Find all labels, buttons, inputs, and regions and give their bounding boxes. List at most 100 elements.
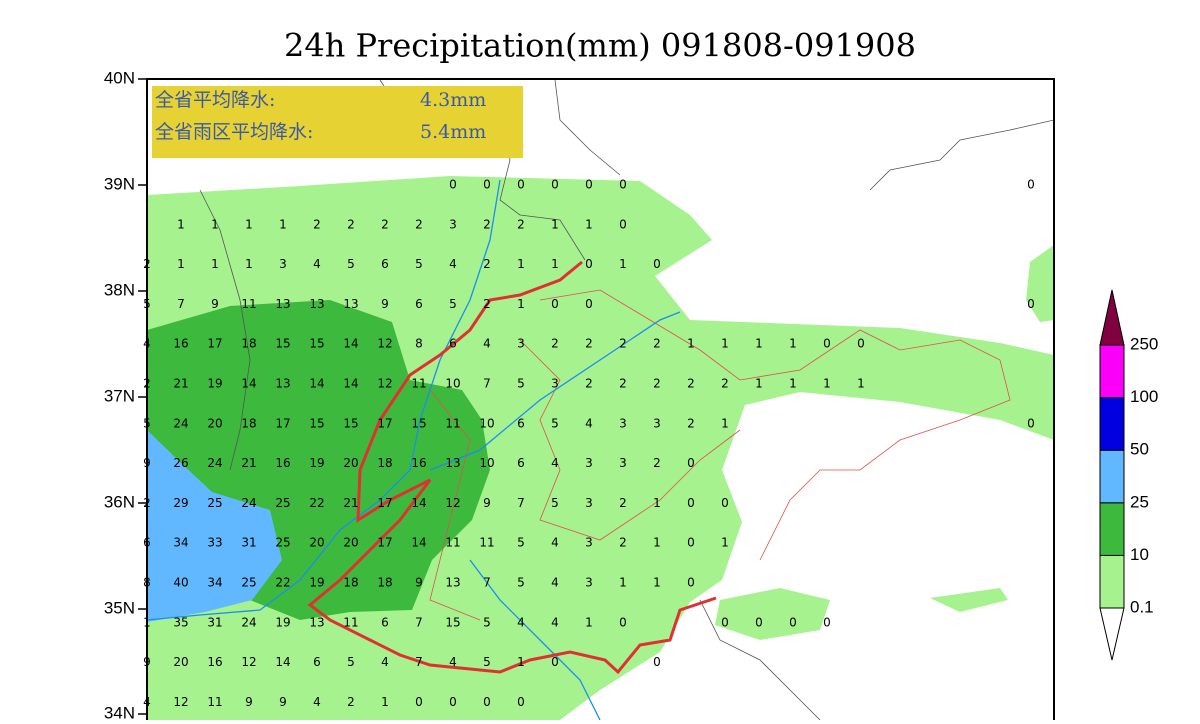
grid-value: 20 [343, 456, 358, 470]
grid-value: 12 [173, 695, 188, 709]
grid-value: 17 [377, 536, 392, 550]
grid-value: 0 [823, 615, 831, 629]
grid-value: 1 [143, 615, 151, 629]
grid-value: 1 [585, 615, 593, 629]
grid-value: 0 [687, 456, 695, 470]
grid-value: 4 [517, 615, 525, 629]
grid-value: 4 [551, 576, 559, 590]
grid-value: 4 [551, 536, 559, 550]
grid-value: 0 [653, 655, 661, 669]
grid-value: 22 [275, 576, 290, 590]
grid-value: 34 [173, 536, 188, 550]
grid-value: 1 [551, 217, 559, 231]
grid-value: 6 [449, 337, 457, 351]
grid-value: 3 [551, 377, 559, 391]
grid-value: 0 [823, 337, 831, 351]
grid-value: 0 [687, 536, 695, 550]
grid-value: 5 [449, 297, 457, 311]
grid-value: 8 [143, 576, 151, 590]
grid-value: 13 [445, 576, 460, 590]
grid-value: 4 [449, 257, 457, 271]
grid-value: 1 [755, 337, 763, 351]
grid-value: 24 [173, 416, 188, 430]
grid-value: 13 [275, 297, 290, 311]
grid-value: 6 [381, 257, 389, 271]
grid-value: 3 [585, 536, 593, 550]
grid-value: 0 [789, 615, 797, 629]
grid-value: 18 [343, 576, 358, 590]
map-title: 24h Precipitation(mm) 091808-091908 [284, 27, 916, 65]
grid-value: 1 [789, 377, 797, 391]
grid-value: 1 [721, 337, 729, 351]
grid-value: 24 [241, 615, 256, 629]
grid-value: 2 [619, 337, 627, 351]
colorbar-swatch [1099, 397, 1125, 451]
province-lines [429, 289, 1011, 621]
grid-value: 0 [755, 615, 763, 629]
grid-value: 5 [551, 496, 559, 510]
grid-value: 1 [721, 536, 729, 550]
grid-value: 4 [551, 456, 559, 470]
grid-value: 18 [241, 337, 256, 351]
grid-value: 16 [173, 337, 188, 351]
grid-value: 11 [411, 377, 426, 391]
grid-value: 6 [143, 536, 151, 550]
grid-value: 2 [143, 257, 151, 271]
grid-value: 1 [721, 416, 729, 430]
grid-value: 7 [415, 615, 423, 629]
grid-value: 18 [241, 416, 256, 430]
grid-value: 15 [411, 416, 426, 430]
colorbar-swatch [1099, 344, 1125, 399]
rain-area-light [1026, 245, 1054, 322]
grid-value: 4 [381, 655, 389, 669]
lat-label: 36N [104, 492, 135, 511]
colorbar-label: 250 [1130, 334, 1158, 353]
grid-value: 5 [551, 416, 559, 430]
grid-value: 1 [755, 377, 763, 391]
grid-value: 5 [483, 655, 491, 669]
grid-value: 17 [207, 337, 222, 351]
grid-value: 14 [275, 655, 290, 669]
grid-value: 8 [415, 337, 423, 351]
grid-value: 5 [517, 377, 525, 391]
grid-value: 20 [309, 536, 324, 550]
colorbar-swatch [1099, 449, 1125, 504]
grid-value: 0 [483, 178, 491, 192]
grid-value: 35 [173, 615, 188, 629]
grid-value: 2 [585, 337, 593, 351]
grid-value: 26 [173, 456, 188, 470]
colorbar-end [1099, 289, 1125, 346]
grid-value: 25 [275, 496, 290, 510]
grid-value: 2 [619, 377, 627, 391]
grid-value: 7 [483, 377, 491, 391]
grid-value: 3 [585, 576, 593, 590]
grid-value: 3 [449, 217, 457, 231]
grid-value: 2 [721, 377, 729, 391]
grid-value: 11 [343, 615, 358, 629]
grid-value: 16 [207, 655, 222, 669]
grid-value: 0 [1027, 178, 1035, 192]
grid-value: 2 [143, 377, 151, 391]
grid-value: 6 [313, 655, 321, 669]
grid-value: 18 [377, 456, 392, 470]
rain-area-light [930, 588, 1008, 612]
grid-value: 13 [445, 456, 460, 470]
grid-value: 6 [517, 456, 525, 470]
river [147, 179, 681, 720]
grid-value: 0 [415, 695, 423, 709]
grid-value: 0 [585, 297, 593, 311]
grid-value: 4 [313, 695, 321, 709]
grid-value: 2 [483, 297, 491, 311]
grid-value: 4 [483, 337, 491, 351]
lat-label: 38N [104, 280, 135, 299]
grid-value: 31 [241, 536, 256, 550]
grid-value: 1 [381, 695, 389, 709]
grid-value: 19 [207, 377, 222, 391]
rain-area-light [975, 385, 1054, 420]
grid-value: 14 [411, 536, 426, 550]
grid-value: 1 [619, 576, 627, 590]
grid-value: 0 [1027, 297, 1035, 311]
grid-value: 5 [143, 297, 151, 311]
grid-value: 15 [275, 337, 290, 351]
